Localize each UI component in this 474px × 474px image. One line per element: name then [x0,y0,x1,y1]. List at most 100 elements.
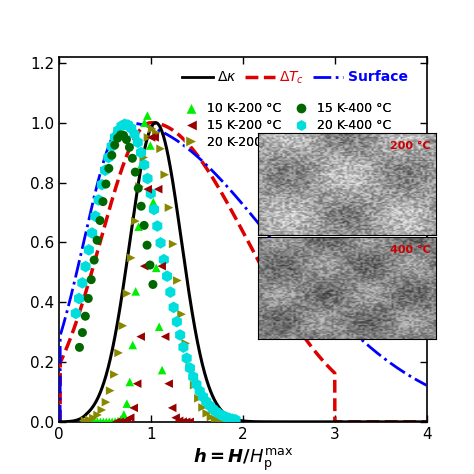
Point [106,387,114,394]
Point [128,254,135,262]
Point [180,343,187,351]
Point [76,344,83,351]
Point [81,417,89,425]
Point [111,418,119,426]
Point [95,196,102,204]
Point [182,418,190,426]
Point [157,239,164,246]
Point [120,132,128,139]
Point [72,310,80,317]
Point [155,185,162,193]
Point [102,399,110,406]
Point [96,217,104,224]
Point [140,263,148,270]
Point [133,380,141,387]
Point [88,418,95,426]
Point [155,323,163,330]
Point [199,393,207,401]
Point [93,237,101,244]
Point [143,241,151,249]
Point [149,198,157,206]
Point [123,136,130,143]
Point [216,417,223,424]
Point [173,277,181,284]
Point [124,121,132,129]
Point [153,264,160,272]
Point [85,246,92,254]
Point [157,145,164,153]
Point [158,366,166,374]
Point [98,181,106,188]
Point [232,416,239,424]
Point [120,410,128,418]
Point [225,414,233,422]
Point [212,408,220,415]
Point [216,410,223,418]
Point [112,418,120,426]
Point [84,295,92,302]
Point [172,414,180,421]
Point [108,152,116,159]
Point [91,418,98,426]
Point [186,418,193,426]
Point [111,141,118,149]
Text: 400 °C: 400 °C [390,245,431,255]
Point [108,143,116,150]
Point [132,288,139,295]
Point [132,217,139,225]
Point [102,418,110,426]
Point [91,212,99,220]
Point [114,127,122,134]
Point [130,404,137,412]
Point [87,276,95,283]
Point [194,394,202,402]
Point [100,418,107,426]
Point [173,318,181,326]
Point [161,333,169,340]
Point [109,418,116,426]
Point [228,418,236,426]
Point [146,261,154,269]
Point [144,112,151,119]
Point [151,134,158,141]
X-axis label: $\boldsymbol{h = H/H_\mathrm{p}^{\mathrm{max}}}$: $\boldsymbol{h = H/H_\mathrm{p}^{\mathrm… [193,447,293,474]
Point [105,154,112,161]
Point [224,418,231,425]
Point [129,341,137,349]
Text: 200 °C: 200 °C [390,141,431,151]
Point [147,134,155,141]
Point [179,418,186,426]
Point [150,206,158,213]
Point [148,125,156,133]
Point [186,363,194,371]
Point [94,411,101,419]
Point [147,190,155,197]
Point [97,418,104,426]
Point [115,349,122,357]
Point [207,413,215,421]
Point [105,164,113,172]
Point [119,418,127,426]
Point [85,416,93,424]
Point [146,142,154,149]
Point [165,204,173,211]
Point [79,279,86,287]
Point [127,414,134,421]
Point [131,130,138,138]
Point [220,418,228,425]
Point [88,229,96,237]
Point [126,378,134,386]
Point [85,418,92,426]
Point [149,281,157,288]
Point [154,222,161,230]
Point [136,182,143,190]
Point [176,331,184,339]
Point [170,303,177,311]
Point [135,184,142,192]
Point [118,122,125,130]
Point [182,339,190,347]
Point [137,333,145,340]
Point [79,329,86,337]
Point [161,171,169,179]
Point [121,120,128,128]
